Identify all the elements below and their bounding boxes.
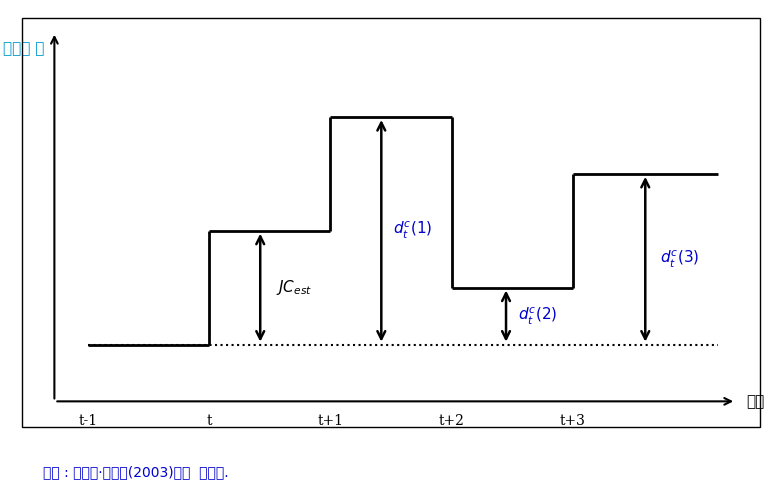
Text: 자료 : 전병유·김혜원(2003)에서  재인용.: 자료 : 전병유·김혜원(2003)에서 재인용. bbox=[43, 465, 228, 479]
Text: 시간: 시간 bbox=[746, 394, 764, 409]
Text: $d_t^c(3)$: $d_t^c(3)$ bbox=[660, 248, 699, 270]
Text: $d_t^c(1)$: $d_t^c(1)$ bbox=[393, 220, 432, 242]
Text: t+3: t+3 bbox=[560, 414, 586, 428]
Text: t-1: t-1 bbox=[79, 414, 98, 428]
Text: $d_t^c(2)$: $d_t^c(2)$ bbox=[518, 306, 558, 327]
Text: t+2: t+2 bbox=[439, 414, 465, 428]
Text: t: t bbox=[206, 414, 212, 428]
Text: t+1: t+1 bbox=[317, 414, 343, 428]
Text: 일자리 수: 일자리 수 bbox=[3, 41, 45, 56]
Text: $JC_{est}$: $JC_{est}$ bbox=[276, 278, 312, 297]
